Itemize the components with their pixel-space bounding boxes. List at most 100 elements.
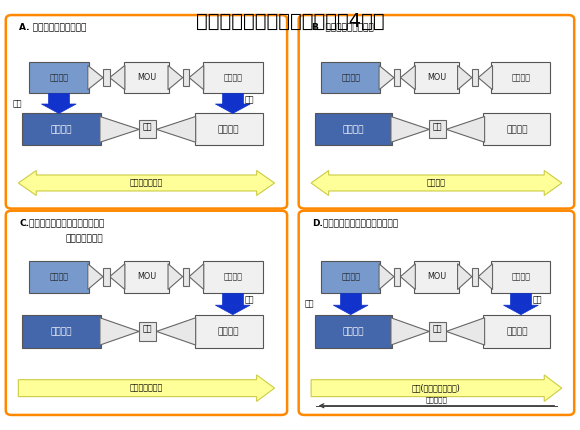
FancyBboxPatch shape	[414, 62, 459, 93]
Text: D.ライセンス供与国への部品供給: D.ライセンス供与国への部品供給	[312, 218, 398, 227]
Text: B. 産業レベル共同研究: B. 産業レベル共同研究	[312, 22, 374, 31]
Polygon shape	[157, 318, 195, 345]
Text: MOU: MOU	[427, 73, 446, 82]
FancyBboxPatch shape	[124, 62, 169, 93]
Text: 武器技術: 武器技術	[427, 178, 446, 187]
FancyBboxPatch shape	[22, 114, 101, 145]
Polygon shape	[88, 264, 103, 289]
Polygon shape	[391, 318, 429, 345]
FancyBboxPatch shape	[139, 120, 157, 138]
Text: 外国企業: 外国企業	[218, 327, 240, 336]
FancyBboxPatch shape	[394, 69, 400, 86]
Polygon shape	[189, 65, 204, 90]
Polygon shape	[400, 65, 415, 90]
Polygon shape	[48, 93, 69, 104]
Text: 外国政府: 外国政府	[223, 272, 242, 281]
Polygon shape	[446, 117, 485, 142]
FancyBboxPatch shape	[472, 267, 478, 286]
FancyBboxPatch shape	[22, 315, 101, 348]
Text: 日本企業: 日本企業	[50, 327, 72, 336]
Polygon shape	[19, 375, 274, 401]
Polygon shape	[400, 264, 415, 289]
Polygon shape	[334, 305, 368, 315]
Text: 外国企業: 外国企業	[218, 125, 240, 134]
Polygon shape	[110, 264, 125, 289]
Text: 契約: 契約	[143, 123, 153, 132]
FancyBboxPatch shape	[6, 211, 287, 415]
Text: 日本企業: 日本企業	[343, 327, 364, 336]
FancyBboxPatch shape	[414, 261, 459, 293]
Polygon shape	[510, 293, 531, 305]
FancyBboxPatch shape	[321, 261, 380, 293]
Text: 契約: 契約	[245, 295, 255, 304]
Text: 契約: 契約	[533, 295, 542, 304]
Polygon shape	[222, 93, 243, 104]
FancyBboxPatch shape	[28, 62, 89, 93]
Polygon shape	[222, 293, 243, 305]
Polygon shape	[168, 264, 183, 289]
Text: 外国政府: 外国政府	[512, 73, 530, 82]
FancyBboxPatch shape	[194, 114, 263, 145]
Polygon shape	[446, 318, 485, 345]
Polygon shape	[100, 117, 139, 142]
Text: 武器・武器技術: 武器・武器技術	[130, 178, 163, 187]
FancyBboxPatch shape	[321, 62, 380, 93]
FancyBboxPatch shape	[202, 62, 263, 93]
Text: MOU: MOU	[137, 73, 156, 82]
Text: 外国企業: 外国企業	[506, 125, 528, 134]
Polygon shape	[189, 264, 204, 289]
Text: MOU: MOU	[137, 272, 156, 281]
Text: 外国企業: 外国企業	[506, 327, 528, 336]
Polygon shape	[41, 104, 76, 114]
Polygon shape	[168, 65, 183, 90]
Polygon shape	[391, 117, 429, 142]
Text: 武器・武器技術: 武器・武器技術	[130, 384, 163, 393]
Polygon shape	[88, 65, 103, 90]
FancyBboxPatch shape	[183, 267, 189, 286]
Text: 契約: 契約	[245, 95, 255, 104]
FancyBboxPatch shape	[491, 62, 550, 93]
Polygon shape	[379, 264, 394, 289]
Text: MOU: MOU	[427, 272, 446, 281]
Text: 日本政府: 日本政府	[341, 272, 360, 281]
Text: 契約: 契約	[433, 325, 443, 334]
FancyBboxPatch shape	[103, 267, 110, 286]
FancyBboxPatch shape	[124, 261, 169, 293]
FancyBboxPatch shape	[299, 211, 574, 415]
Polygon shape	[19, 171, 274, 196]
Polygon shape	[311, 375, 562, 401]
Polygon shape	[110, 65, 125, 90]
FancyBboxPatch shape	[299, 15, 574, 209]
FancyBboxPatch shape	[314, 114, 392, 145]
Polygon shape	[478, 65, 492, 90]
Text: 日本企業: 日本企業	[343, 125, 364, 134]
Polygon shape	[100, 318, 139, 345]
FancyBboxPatch shape	[194, 315, 263, 348]
Polygon shape	[340, 293, 361, 305]
FancyBboxPatch shape	[202, 261, 263, 293]
Text: 外国政府: 外国政府	[512, 272, 530, 281]
FancyBboxPatch shape	[103, 69, 110, 86]
Polygon shape	[379, 65, 394, 90]
FancyBboxPatch shape	[472, 69, 478, 86]
Text: 日本政府: 日本政府	[49, 73, 68, 82]
FancyBboxPatch shape	[484, 114, 550, 145]
Text: 国際共同開発・生産に関する4分類: 国際共同開発・生産に関する4分類	[195, 12, 385, 31]
FancyBboxPatch shape	[484, 315, 550, 348]
FancyBboxPatch shape	[183, 69, 189, 86]
Polygon shape	[478, 264, 492, 289]
Polygon shape	[458, 65, 472, 90]
Text: A. 政府間共同開発・生産: A. 政府間共同開発・生産	[19, 22, 86, 31]
FancyBboxPatch shape	[139, 322, 157, 341]
Text: 技術データ: 技術データ	[426, 396, 447, 403]
Polygon shape	[215, 305, 250, 315]
Text: 外国政府: 外国政府	[223, 73, 242, 82]
Text: C.外国政府プログラム参画による: C.外国政府プログラム参画による	[19, 218, 104, 227]
FancyBboxPatch shape	[429, 120, 446, 138]
Text: 契約: 契約	[143, 325, 153, 334]
Polygon shape	[215, 104, 250, 114]
Polygon shape	[157, 117, 195, 142]
FancyBboxPatch shape	[429, 322, 446, 341]
Text: 契約: 契約	[433, 123, 443, 132]
Text: 武器(ライセンス国産): 武器(ライセンス国産)	[412, 384, 461, 393]
